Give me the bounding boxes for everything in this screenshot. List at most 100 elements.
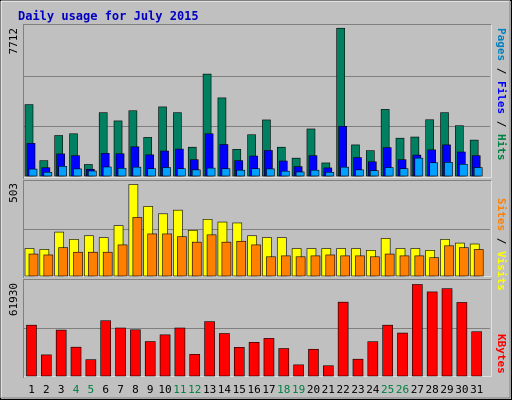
day-tick-label: 4: [73, 383, 80, 396]
sites-bar: [117, 244, 128, 277]
pages-bar: [414, 157, 424, 177]
sites-bar: [132, 217, 143, 277]
day-tick-label: 15: [233, 383, 246, 396]
day-tick-label: 30: [455, 383, 468, 396]
legend-kbytes: KBytes: [495, 334, 508, 374]
day-tick-label: 1: [28, 383, 35, 396]
sites-bar: [251, 244, 261, 277]
kbytes-bar: [337, 301, 349, 377]
pages-bar: [325, 172, 335, 177]
pages-bar: [88, 170, 97, 177]
kbytes-bar: [412, 284, 423, 377]
pages-bar: [355, 169, 364, 177]
pages-bar: [280, 170, 290, 177]
day-tick-label: 28: [426, 383, 439, 396]
pages-bar: [206, 167, 216, 177]
kbytes-bar: [352, 358, 364, 377]
pages-bar: [384, 167, 394, 177]
kbytes-bar: [70, 346, 82, 377]
day-tick-label: 17: [262, 383, 275, 396]
sites-bar: [236, 240, 247, 277]
sites-bar: [399, 255, 410, 277]
legend-segment: /: [495, 231, 508, 251]
kbytes-bar: [367, 341, 379, 377]
kbytes-bar: [293, 364, 304, 377]
day-tick-label: 18: [277, 383, 290, 396]
day-tick-label: 14: [218, 383, 232, 396]
day-tick-label: 26: [396, 383, 409, 396]
legend-segment: Files: [495, 81, 508, 114]
sites-visits-bars: [24, 184, 484, 277]
pages-bar: [370, 170, 379, 177]
day-tick-label: 25: [381, 383, 394, 396]
sites-bar: [162, 233, 172, 277]
pages-bar: [147, 168, 157, 177]
pages-bar: [310, 169, 320, 177]
kbytes-bar: [85, 359, 97, 377]
pages-bar: [444, 162, 453, 177]
hits-files-pages-bars: [24, 27, 483, 177]
pages-bar: [43, 172, 53, 177]
legend-sites-visits: Sites / Visits: [495, 198, 508, 291]
day-tick-label: 21: [322, 383, 335, 396]
day-tick-label: 20: [307, 383, 320, 396]
sites-bar: [177, 236, 187, 277]
legend-segment: Sites: [495, 198, 508, 231]
sites-bar: [340, 255, 350, 277]
sites-bar: [325, 254, 336, 277]
sites-bar: [444, 245, 454, 277]
pages-bar: [459, 163, 468, 177]
sites-bar: [73, 251, 83, 277]
legend-hits-files-pages: Pages / Files / Hits: [495, 28, 508, 161]
legend-segment: Visits: [495, 251, 508, 291]
kbytes-bar: [382, 324, 393, 377]
kbytes-bar: [100, 320, 111, 377]
sites-bar: [147, 233, 158, 277]
pages-bar: [251, 168, 260, 177]
pages-bar: [236, 169, 246, 177]
day-tick-label: 13: [203, 383, 216, 396]
kbytes-bar: [130, 329, 141, 377]
kbytes-bar: [115, 327, 126, 377]
kbytes-bar: [144, 341, 156, 377]
day-tick-label: 31: [470, 383, 483, 396]
kbytes-bar: [278, 348, 290, 377]
legend-segment: KBytes: [495, 334, 508, 374]
kbytes-bar: [174, 327, 186, 377]
kbytes-bar: [159, 334, 171, 377]
kbytes-bar: [308, 348, 319, 377]
pages-bar: [473, 167, 483, 177]
sites-bar: [473, 249, 484, 277]
kbytes-bar: [426, 291, 438, 377]
legend-segment: /: [495, 61, 508, 81]
sites-ymax-label: 503: [7, 183, 20, 203]
day-tick-label: 8: [132, 383, 139, 396]
kbytes-bar: [456, 302, 468, 377]
kbytes-bar: [26, 324, 37, 377]
day-tick-label: 16: [247, 383, 260, 396]
day-tick-label: 22: [337, 383, 350, 396]
sites-bar: [43, 254, 54, 277]
kbytes-bar: [263, 338, 275, 377]
sites-bar: [266, 256, 276, 277]
sites-bar: [191, 241, 202, 277]
sites-bar: [384, 253, 395, 277]
pages-bar: [162, 167, 171, 177]
sites-bar: [102, 251, 113, 277]
day-tick-label: 2: [43, 383, 50, 396]
sites-bar: [58, 247, 68, 277]
day-tick-label: 23: [351, 383, 364, 396]
day-tick-label: 9: [147, 383, 154, 396]
pages-bar: [295, 171, 305, 177]
pages-bar: [177, 168, 186, 177]
day-tick-label: 27: [411, 383, 424, 396]
kbytes-bar: [189, 354, 201, 377]
sites-bar: [370, 256, 380, 277]
legend-segment: /: [495, 114, 508, 134]
kbytes-bar: [41, 354, 52, 377]
kbytes-bar: [55, 329, 67, 377]
day-tick-label: 19: [292, 383, 305, 396]
kbytes-bar: [397, 332, 408, 377]
sites-bar: [206, 234, 217, 277]
